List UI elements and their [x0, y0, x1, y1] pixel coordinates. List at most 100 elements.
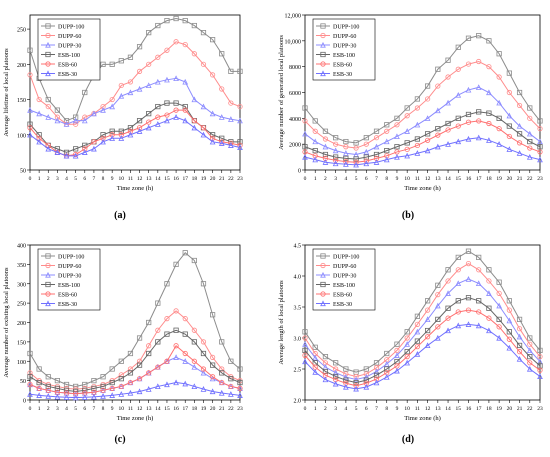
data-point: [404, 335, 410, 341]
data-point: [228, 383, 234, 390]
data-point: [312, 148, 318, 154]
data-point: [228, 68, 234, 74]
x-tick-label: 21: [517, 406, 523, 412]
data-point: [465, 135, 472, 142]
data-point: [191, 118, 197, 124]
data-point: [302, 335, 308, 341]
data-point: [54, 393, 61, 400]
legend-marker: [320, 281, 326, 288]
legend-label: ESB-30: [58, 72, 77, 78]
data-point: [109, 103, 116, 110]
data-point: [191, 51, 197, 57]
data-point: [191, 327, 197, 333]
data-point: [527, 145, 533, 151]
legend-marker: [45, 61, 51, 67]
y-tick-label: 200: [17, 63, 26, 69]
data-point: [343, 373, 349, 380]
data-point: [127, 370, 134, 376]
data-point: [73, 151, 79, 158]
data-point: [200, 366, 207, 372]
x-tick-label: 2: [47, 406, 50, 412]
data-point: [537, 144, 543, 150]
legend-marker: [320, 70, 326, 77]
data-point: [455, 66, 461, 72]
data-point: [394, 144, 400, 150]
data-point: [486, 267, 492, 273]
data-point: [182, 316, 188, 322]
data-point: [182, 380, 189, 387]
data-point: [414, 344, 420, 350]
data-point: [164, 112, 170, 118]
x-tick-label: 1: [314, 176, 317, 182]
data-point: [237, 142, 243, 148]
legend-label: DUPP-60: [333, 264, 356, 270]
legend: DUPP-100 DUPP-60 DUPP-30 ESB-100 ESB-60 ESB-3…: [312, 248, 376, 311]
data-point: [414, 351, 421, 357]
x-tick-label: 6: [83, 176, 86, 182]
data-point: [343, 377, 349, 383]
data-point: [72, 117, 79, 124]
data-point: [496, 279, 502, 285]
data-point: [219, 339, 225, 345]
legend: DUPP-100 DUPP-60 DUPP-30 ESB-100 ESB-60 ESB-3…: [312, 18, 376, 81]
data-point: [118, 358, 124, 364]
data-point: [127, 54, 134, 60]
data-point: [394, 115, 400, 121]
y-tick-label: 50: [20, 379, 26, 385]
data-point: [146, 343, 152, 349]
x-tick-label: 23: [537, 406, 543, 412]
data-point: [343, 161, 349, 167]
data-point: [435, 282, 441, 288]
data-point: [118, 383, 124, 390]
data-point: [109, 135, 116, 141]
data-point: [414, 136, 420, 142]
x-tick-label: 3: [334, 176, 337, 182]
data-point: [384, 366, 390, 372]
data-point: [343, 138, 349, 145]
data-point: [91, 385, 97, 391]
legend-marker: [45, 300, 51, 307]
data-point: [435, 132, 441, 138]
data-point: [404, 329, 410, 335]
data-point: [173, 107, 179, 113]
data-point: [373, 128, 380, 134]
legend-marker: [45, 23, 51, 29]
x-tick-label: 6: [365, 406, 368, 412]
data-point: [173, 354, 179, 360]
data-point: [109, 128, 115, 134]
data-point: [353, 380, 359, 386]
data-point: [404, 128, 411, 134]
data-point: [155, 339, 161, 345]
x-tick-label: 9: [111, 406, 114, 412]
data-point: [465, 295, 472, 301]
x-tick-label: 12: [137, 176, 143, 182]
panel-label: (c): [114, 434, 125, 445]
data-point: [476, 254, 482, 260]
data-point: [537, 347, 543, 354]
data-point: [136, 85, 143, 92]
data-point: [154, 383, 161, 390]
data-point: [476, 58, 482, 65]
data-point: [322, 136, 329, 142]
data-point: [425, 334, 431, 340]
data-point: [209, 138, 216, 145]
y-tick-label: 150: [17, 98, 26, 104]
data-point: [506, 146, 513, 152]
data-point: [127, 389, 134, 396]
data-point: [36, 385, 42, 391]
data-point: [506, 329, 512, 335]
series-line: [304, 309, 541, 387]
data-point: [312, 156, 319, 163]
x-tick-label: 7: [93, 406, 96, 412]
data-point: [425, 307, 431, 313]
data-point: [414, 96, 420, 102]
data-point: [455, 309, 461, 315]
data-point: [109, 379, 115, 386]
data-point: [506, 123, 512, 129]
data-point: [516, 140, 523, 146]
legend-label: DUPP-30: [333, 273, 356, 279]
data-point: [237, 366, 243, 372]
data-point: [91, 139, 97, 145]
x-tick-label: 22: [228, 406, 234, 412]
series-dupp-30: [302, 276, 543, 383]
